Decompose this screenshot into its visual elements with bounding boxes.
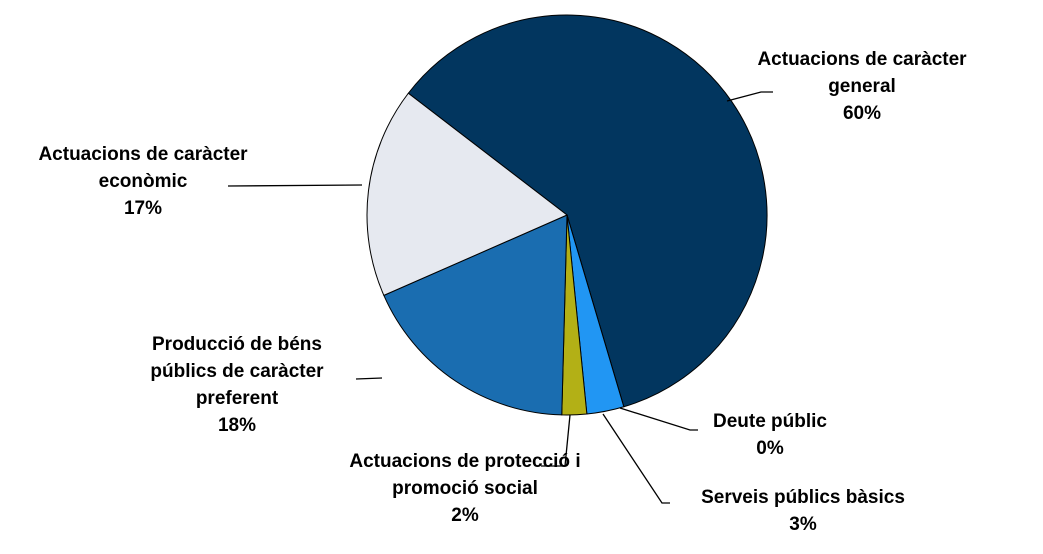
pie-slice xyxy=(383,214,568,416)
pie-slice xyxy=(366,92,568,297)
category-label: Deute públic xyxy=(712,411,827,432)
slice-label: Actuacions de protecció i promoció socia… xyxy=(339,448,591,529)
slice-label: Actuacions de caràcter general 60% xyxy=(722,46,1002,127)
leader-line xyxy=(726,91,773,102)
leader-line xyxy=(541,414,571,467)
slice-label: Producció de béns públics de caràcter pr… xyxy=(119,331,355,439)
category-label: Serveis públics bàsics xyxy=(701,487,905,508)
leader-line xyxy=(355,377,383,380)
value-label: 17% xyxy=(123,198,163,219)
value-label: 3% xyxy=(789,514,817,535)
slice-label: Serveis públics bàsics 3% xyxy=(673,484,933,538)
leader-line xyxy=(619,407,698,431)
category-label: Actuacions de caràcter econòmic xyxy=(38,144,248,192)
value-label: 0% xyxy=(756,438,784,459)
category-label: Actuacions de caràcter general xyxy=(757,49,967,97)
value-label: 2% xyxy=(451,505,479,526)
category-label: Actuacions de protecció i promoció socia… xyxy=(349,451,581,499)
slice-label: Actuacions de caràcter econòmic 17% xyxy=(3,141,283,222)
category-label: Producció de béns públics de caràcter pr… xyxy=(150,334,324,409)
slice-label: Deute públic 0% xyxy=(670,408,870,462)
value-label: 18% xyxy=(217,415,257,436)
pie-slice xyxy=(407,14,768,408)
value-label: 60% xyxy=(842,103,882,124)
leader-line xyxy=(227,184,363,187)
leader-line xyxy=(602,413,670,504)
